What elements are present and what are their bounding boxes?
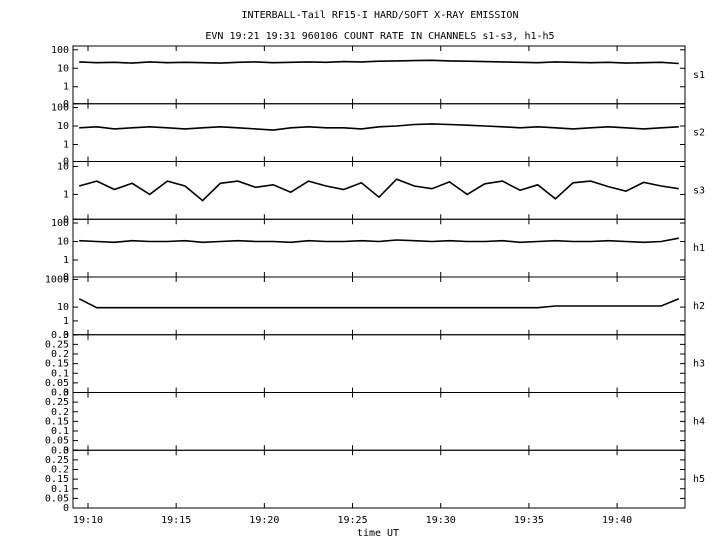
y-tick-label: 0 bbox=[63, 214, 69, 225]
series-label: s1 bbox=[693, 70, 705, 81]
y-tick-label: 0.05 bbox=[45, 378, 69, 389]
y-tick-label: 100 bbox=[51, 218, 69, 229]
y-tick-label: 0.3 bbox=[51, 330, 69, 341]
y-tick-label: 10 bbox=[57, 237, 69, 248]
y-tick-label: 1000 bbox=[45, 274, 69, 285]
x-tick-label: 19:25 bbox=[337, 515, 367, 526]
trace bbox=[78, 298, 680, 309]
x-axis-label: time UT bbox=[357, 528, 399, 539]
series-label: h2 bbox=[693, 301, 705, 312]
y-tick-label: 0.3 bbox=[51, 445, 69, 456]
y-tick-label: 0.15 bbox=[45, 474, 69, 485]
y-tick-label: 0.15 bbox=[45, 359, 69, 370]
y-tick-label: 100 bbox=[51, 103, 69, 114]
y-tick-label: 0.25 bbox=[45, 397, 69, 408]
y-tick-label: 0.1 bbox=[51, 484, 69, 495]
y-tick-label: 100 bbox=[51, 45, 69, 56]
y-tick-label: 1 bbox=[63, 82, 69, 93]
y-tick-label: 10 bbox=[57, 63, 69, 74]
y-tick-label: 0.2 bbox=[51, 407, 69, 418]
x-tick-label: 19:40 bbox=[602, 515, 632, 526]
x-tick-label: 19:30 bbox=[426, 515, 456, 526]
y-tick-label: 0.15 bbox=[45, 416, 69, 427]
series-label: s3 bbox=[693, 185, 705, 196]
series-label: h1 bbox=[693, 243, 705, 254]
chart-title: INTERBALL-Tail RF15-I HARD/SOFT X-RAY EM… bbox=[242, 10, 519, 21]
trace bbox=[79, 59, 679, 65]
y-tick-label: 0.1 bbox=[51, 426, 69, 437]
y-tick-label: 10 bbox=[57, 121, 69, 132]
y-tick-label: 0 bbox=[63, 157, 69, 168]
y-tick-label: 0.25 bbox=[45, 339, 69, 350]
y-tick-label: 1 bbox=[63, 255, 69, 266]
x-tick-label: 19:10 bbox=[73, 515, 103, 526]
series-label: h3 bbox=[693, 359, 705, 370]
y-tick-label: 0 bbox=[63, 503, 69, 514]
y-tick-label: 0 bbox=[63, 388, 69, 399]
y-tick-label: 10 bbox=[57, 161, 69, 172]
y-tick-label: 0.3 bbox=[51, 388, 69, 399]
y-tick-label: 1 bbox=[63, 316, 69, 327]
y-tick-label: 0.1 bbox=[51, 368, 69, 379]
x-tick-label: 19:15 bbox=[161, 515, 191, 526]
y-tick-label: 1 bbox=[63, 189, 69, 200]
series-label: h4 bbox=[693, 416, 705, 427]
chart-subtitle: EVN 19:21 19:31 960106 COUNT RATE IN CHA… bbox=[205, 31, 554, 42]
y-tick-label: 0.25 bbox=[45, 455, 69, 466]
y-tick-label: 0.2 bbox=[51, 349, 69, 360]
trace bbox=[79, 123, 679, 131]
trace bbox=[78, 178, 679, 202]
y-tick-label: 0.2 bbox=[51, 465, 69, 476]
y-tick-label: 0.05 bbox=[45, 436, 69, 447]
y-tick-label: 0 bbox=[63, 445, 69, 456]
y-tick-label: 10 bbox=[57, 302, 69, 313]
y-tick-label: 0.05 bbox=[45, 493, 69, 504]
y-tick-label: 1 bbox=[63, 139, 69, 150]
series-label: h5 bbox=[693, 474, 705, 485]
y-tick-label: 0 bbox=[63, 330, 69, 341]
y-tick-label: 0 bbox=[63, 99, 69, 110]
series-label: s2 bbox=[693, 128, 705, 139]
trace bbox=[79, 237, 679, 244]
x-tick-label: 19:35 bbox=[514, 515, 544, 526]
x-tick-label: 19:20 bbox=[249, 515, 279, 526]
y-tick-label: 0 bbox=[63, 272, 69, 283]
